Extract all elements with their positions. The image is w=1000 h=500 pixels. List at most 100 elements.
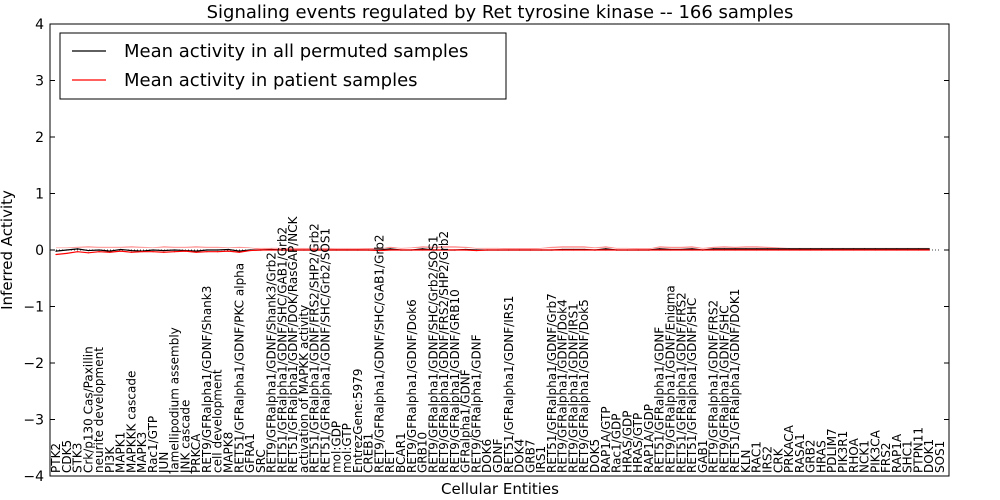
category-label: RET9/GFRalpha1/GDNF/FRS2 — [707, 300, 721, 473]
category-label: RET51/GFRalpha1/GDNF/SHC/Grb2/SOS1 — [319, 228, 333, 473]
category-label: RAC1 — [750, 441, 764, 473]
category-label: FRS2 — [879, 443, 893, 474]
permuted-point — [756, 248, 758, 250]
patient-point — [368, 249, 370, 251]
category-label: GRB10 — [416, 432, 430, 473]
patient-point — [863, 249, 866, 251]
category-label: SRC — [254, 449, 268, 473]
patient-point — [163, 251, 165, 253]
patient-point — [723, 249, 725, 251]
patient-point — [184, 250, 186, 252]
category-label: DOK6 — [480, 439, 494, 473]
patient-point — [713, 249, 715, 251]
category-label: GAB1 — [696, 440, 710, 473]
category-label: PTK2 — [49, 443, 63, 473]
patient-point — [518, 249, 521, 251]
patient-point — [562, 249, 564, 251]
permuted-point — [66, 249, 68, 251]
permuted-point — [713, 248, 715, 250]
patient-point — [475, 249, 478, 252]
patient-point — [896, 249, 898, 251]
patient-point — [799, 249, 801, 251]
category-label: RET9/GFRalpha1/GDNF/SHC/GAB1/Grb2 — [372, 234, 386, 473]
category-label: RET9/GFRalpha1/GDNF/Shank3 — [200, 286, 214, 473]
patient-point — [130, 251, 133, 253]
patient-point — [928, 249, 930, 251]
permuted-point — [788, 248, 790, 250]
category-label: JNK cascade — [178, 400, 192, 474]
patient-point — [303, 249, 305, 251]
category-label: SOS1 — [933, 441, 947, 473]
patient-point — [788, 249, 790, 251]
patient-point — [756, 249, 758, 251]
y-tick-label: −3 — [23, 413, 44, 429]
x-axis-label: Cellular Entities — [441, 480, 559, 498]
category-label: GRB2 — [804, 439, 818, 473]
category-label: RET51/GFRalpha1/GDNF/Grb7 — [545, 293, 559, 473]
category-label: RASA1 — [793, 433, 807, 473]
permuted-point — [76, 248, 79, 250]
permuted-point — [659, 248, 661, 250]
category-label: RHOA — [847, 437, 861, 473]
patient-point — [508, 249, 510, 251]
permuted-point — [421, 248, 424, 250]
patient-point — [378, 249, 381, 252]
category-label: MAPK3 — [135, 432, 149, 473]
patient-point — [810, 249, 812, 251]
category-label: RET51/GFRalpha1/GDNF/PKC alpha — [232, 263, 246, 473]
patient-point — [615, 249, 618, 251]
y-tick-label: 2 — [35, 130, 44, 146]
patient-point — [605, 249, 607, 251]
category-label: RET — [383, 449, 397, 473]
permuted-point — [874, 248, 876, 250]
permuted-point — [120, 248, 122, 251]
category-label: IRS1 — [534, 446, 548, 473]
y-tick-label: 4 — [35, 17, 44, 33]
permuted-point — [745, 248, 747, 250]
patient-point — [87, 252, 89, 254]
category-label: GRB7 — [523, 439, 537, 473]
y-axis-ticks: −4 −3 −2 −1 0 1 2 3 4 — [23, 17, 949, 485]
category-label: PI3K — [103, 446, 117, 473]
permuted-point — [853, 248, 855, 250]
category-label: RET9/GFRalpha1/GDNF/Dok6 — [405, 299, 419, 473]
category-label: STK3 — [71, 443, 85, 473]
permuted-point — [238, 250, 240, 252]
patient-point — [540, 249, 542, 251]
category-label: RET51/GFRalpha1/GDNF — [653, 327, 667, 473]
patient-point — [486, 249, 488, 251]
permuted-point — [217, 249, 219, 251]
permuted-point — [130, 249, 133, 252]
category-label: PDLIM7 — [825, 428, 839, 473]
category-label: RET51/GFRalpha1/GDNF/SHC/GAB1/Grb2 — [275, 227, 289, 473]
category-label: Rac1/GDP — [610, 414, 624, 473]
chart-title: Signaling events regulated by Ret tyrosi… — [207, 2, 794, 23]
y-tick-label: 3 — [35, 74, 44, 90]
patient-point — [260, 249, 262, 251]
category-label: GDNF — [491, 438, 505, 473]
patient-point — [109, 251, 111, 253]
category-label: RET9/GFRalpha1/GDNF/IRS1 — [566, 303, 580, 473]
category-label: HRAS/GDP — [620, 410, 634, 473]
category-label: RET51/GFRalpha1/GDNF/SHC — [685, 298, 699, 473]
y-tick-label: 0 — [35, 243, 44, 259]
permuted-point — [810, 248, 812, 250]
patient-point — [120, 250, 122, 252]
patient-point — [465, 249, 467, 251]
category-label: PRKACA — [782, 424, 796, 473]
category-label: EntrezGene:5979 — [351, 369, 365, 474]
permuted-point — [766, 248, 769, 250]
category-label: RET9/GFRalpha1/GDNF/SHC — [717, 305, 731, 473]
patient-point — [152, 251, 154, 253]
y-axis-label: Inferred Activity — [0, 190, 16, 310]
patient-point — [885, 249, 887, 251]
patient-point — [777, 249, 779, 251]
y-tick-label: −2 — [23, 356, 44, 372]
patient-point — [917, 249, 920, 251]
y-tick-label: −4 — [23, 469, 44, 485]
patient-point — [443, 249, 445, 251]
category-label: GFRA1 — [243, 433, 257, 473]
category-label: RET9/GFRalpha1/GDNF — [469, 334, 483, 473]
patient-point — [583, 249, 585, 251]
